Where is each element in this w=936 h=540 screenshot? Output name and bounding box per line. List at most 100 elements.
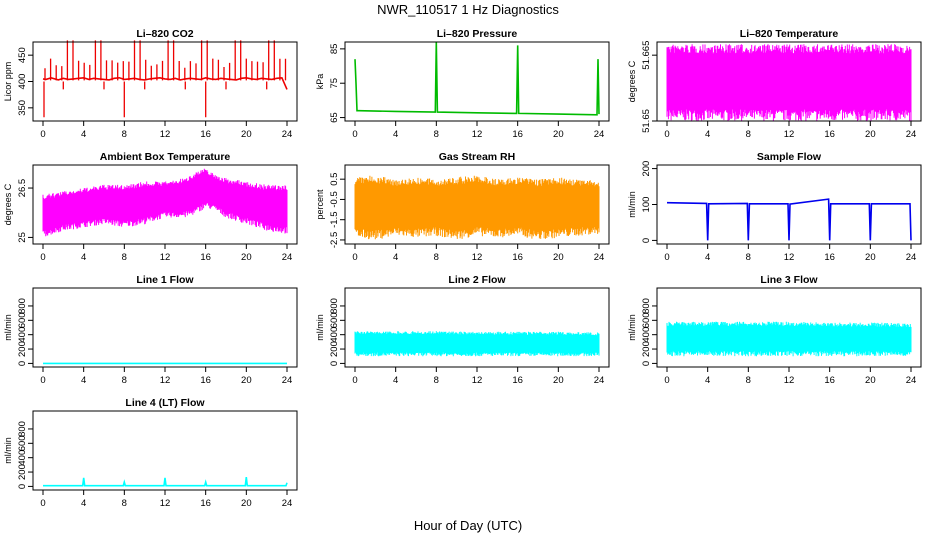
y-tick-label: 400	[17, 74, 28, 90]
x-tick-label: 0	[40, 498, 45, 509]
x-tick-label: 8	[122, 252, 127, 263]
x-tick-label: 0	[352, 375, 357, 386]
panel-2: Li–820 Pressure 0 4 8 12 16 20 24 65 75 85 kPa	[315, 28, 610, 140]
y-tick-label: 200	[329, 341, 340, 357]
x-tick-label: 4	[393, 375, 398, 386]
x-tick-label: 4	[705, 129, 710, 140]
x-tick-label: 8	[434, 252, 439, 263]
y-tick-label: 800	[641, 298, 652, 314]
x-tick-label: 0	[664, 129, 669, 140]
series-line	[354, 41, 600, 116]
x-tick-label: 20	[241, 129, 252, 140]
series-line	[666, 198, 912, 241]
y-axis-label: Licor ppm	[3, 62, 13, 102]
x-tick-label: 24	[594, 129, 605, 140]
x-tick-label: 4	[393, 252, 398, 263]
y-tick-label: 0	[641, 361, 652, 366]
x-tick-label: 16	[512, 252, 523, 263]
y-tick-label: 600	[641, 312, 652, 328]
panel-title: Line 2 Flow	[448, 274, 506, 286]
y-tick-label: 400	[329, 327, 340, 343]
x-tick-label: 20	[553, 129, 564, 140]
y-tick-label: -0.5	[329, 191, 340, 207]
x-tick-label: 0	[664, 375, 669, 386]
x-tick-label: 12	[472, 129, 483, 140]
y-tick-label: 51.665	[641, 41, 652, 70]
x-tick-label: 16	[512, 375, 523, 386]
x-tick-label: 8	[434, 375, 439, 386]
y-tick-label: 100	[641, 197, 652, 213]
y-tick-label: -1.5	[329, 212, 340, 228]
y-axis-label: degrees C	[3, 183, 13, 225]
x-tick-label: 12	[472, 252, 483, 263]
series-band	[42, 168, 288, 237]
panel-10: Line 4 (LT) Flow 0 4 8 12 16 20 24 0 200400600800…	[3, 397, 298, 509]
x-tick-label: 12	[784, 252, 795, 263]
y-tick-label: 400	[641, 327, 652, 343]
x-tick-label: 16	[824, 252, 835, 263]
x-tick-label: 24	[906, 375, 917, 386]
x-tick-label: 0	[352, 252, 357, 263]
x-tick-label: 8	[434, 129, 439, 140]
x-tick-label: 0	[40, 375, 45, 386]
y-axis-label: ml/min	[3, 437, 13, 464]
x-tick-label: 12	[784, 129, 795, 140]
y-tick-label: 800	[329, 298, 340, 314]
y-tick-label: 0	[17, 484, 28, 489]
x-axis-title: Hour of Day (UTC)	[413, 518, 523, 533]
panel-title: Li–820 CO2	[136, 28, 193, 40]
x-tick-label: 16	[200, 252, 211, 263]
x-tick-label: 16	[200, 129, 211, 140]
y-axis-label: ml/min	[315, 314, 325, 341]
x-tick-label: 4	[393, 129, 398, 140]
x-tick-label: 16	[512, 129, 523, 140]
y-axis-label: kPa	[315, 74, 325, 90]
y-tick-label: 400	[17, 327, 28, 343]
y-tick-label: 26.5	[17, 179, 28, 198]
x-tick-label: 24	[906, 129, 917, 140]
x-tick-label: 12	[160, 498, 171, 509]
y-tick-label: 51.65	[641, 109, 652, 133]
x-tick-label: 12	[160, 252, 171, 263]
y-tick-label: 800	[17, 298, 28, 314]
x-tick-label: 20	[553, 252, 564, 263]
panel-title: Sample Flow	[757, 151, 822, 163]
y-tick-label: 350	[17, 100, 28, 116]
x-tick-label: 24	[906, 252, 917, 263]
x-tick-label: 20	[865, 375, 876, 386]
x-tick-label: 0	[40, 129, 45, 140]
panel-3: Li–820 Temperature 0 4 8 12 16 20 24 51.65 51.665…	[627, 28, 922, 140]
panel-title: Line 4 (LT) Flow	[125, 397, 205, 409]
panel-title: Gas Stream RH	[439, 151, 515, 163]
y-tick-label: 800	[17, 421, 28, 437]
x-tick-label: 16	[824, 375, 835, 386]
main-title: NWR_110517 1 Hz Diagnostics	[377, 2, 559, 17]
x-tick-label: 0	[352, 129, 357, 140]
x-tick-label: 8	[122, 129, 127, 140]
x-tick-label: 24	[282, 129, 293, 140]
x-tick-label: 8	[746, 375, 751, 386]
panel-4: Ambient Box Temperature 0 4 8 12 16 20 24 25 26.5…	[3, 151, 298, 263]
x-tick-label: 24	[282, 252, 293, 263]
panel-title: Li–820 Temperature	[740, 28, 839, 40]
y-tick-label: 25	[17, 232, 28, 243]
y-tick-label: 200	[641, 341, 652, 357]
series-spikes	[43, 40, 287, 118]
y-tick-label: 400	[17, 450, 28, 466]
y-tick-label: 75	[329, 78, 340, 89]
x-tick-label: 12	[160, 375, 171, 386]
y-tick-label: 200	[17, 341, 28, 357]
x-tick-label: 4	[705, 252, 710, 263]
x-tick-label: 4	[81, 252, 86, 263]
y-tick-label: 600	[17, 312, 28, 328]
plot-frame	[32, 287, 298, 368]
x-tick-label: 24	[594, 252, 605, 263]
y-axis-label: percent	[315, 189, 325, 220]
x-tick-label: 20	[241, 375, 252, 386]
x-tick-label: 0	[664, 252, 669, 263]
